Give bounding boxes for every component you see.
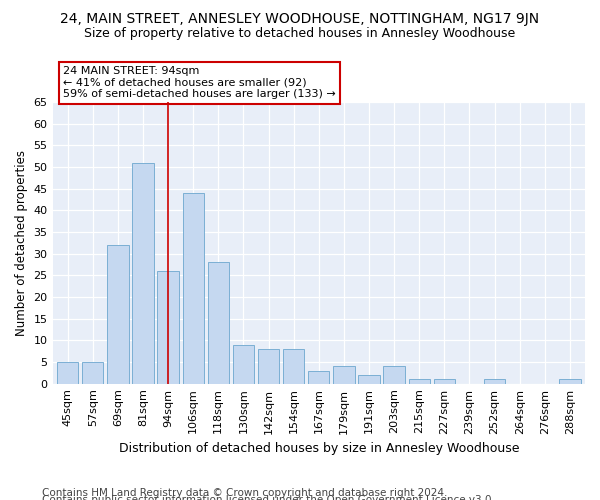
Bar (333, 366, 355, 384)
Bar (409, 380, 430, 384)
Bar (132, 162, 154, 384)
Bar (434, 380, 455, 384)
Bar (308, 370, 329, 384)
Text: Size of property relative to detached houses in Annesley Woodhouse: Size of property relative to detached ho… (85, 28, 515, 40)
Bar (57, 362, 78, 384)
Bar (559, 380, 581, 384)
Text: Contains public sector information licensed under the Open Government Licence v3: Contains public sector information licen… (42, 495, 495, 500)
Bar (157, 271, 179, 384)
Bar (258, 349, 279, 384)
Text: 24, MAIN STREET, ANNESLEY WOODHOUSE, NOTTINGHAM, NG17 9JN: 24, MAIN STREET, ANNESLEY WOODHOUSE, NOT… (61, 12, 539, 26)
Text: Contains HM Land Registry data © Crown copyright and database right 2024.: Contains HM Land Registry data © Crown c… (42, 488, 448, 498)
Bar (107, 245, 128, 384)
X-axis label: Distribution of detached houses by size in Annesley Woodhouse: Distribution of detached houses by size … (119, 442, 519, 455)
Bar (208, 262, 229, 384)
Bar (484, 380, 505, 384)
Y-axis label: Number of detached properties: Number of detached properties (15, 150, 28, 336)
Text: 24 MAIN STREET: 94sqm
← 41% of detached houses are smaller (92)
59% of semi-deta: 24 MAIN STREET: 94sqm ← 41% of detached … (63, 66, 336, 99)
Bar (383, 366, 405, 384)
Bar (358, 375, 380, 384)
Bar (82, 362, 103, 384)
Bar (283, 349, 304, 384)
Bar (182, 193, 204, 384)
Bar (233, 344, 254, 384)
